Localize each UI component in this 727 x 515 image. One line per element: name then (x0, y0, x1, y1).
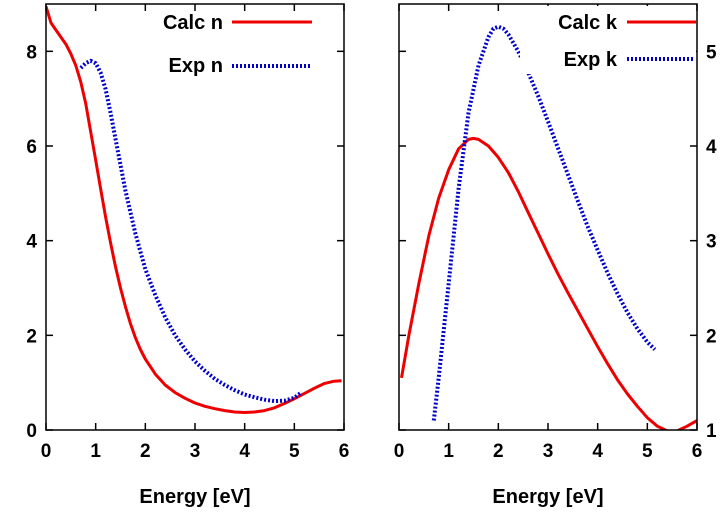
chart-k-x-tick-label: 6 (692, 441, 703, 462)
chart-k-x-tick-label: 4 (592, 441, 603, 462)
chart-k-series-calc (400, 136, 697, 430)
chart-k-y-tick-label: 1 (706, 421, 717, 442)
chart-k-y-tick-label: 2 (706, 326, 717, 347)
chart-n-legend-label-calc: Calc n (163, 12, 223, 34)
chart-k-legend-background (520, 6, 696, 74)
chart-n-x-tick-label: 4 (239, 441, 250, 462)
chart-k-x-tick-label: 0 (394, 441, 405, 462)
chart-n-x-axis-label: Energy [eV] (139, 486, 250, 508)
chart-k-y-tick-label: 5 (706, 42, 717, 63)
chart-n-series-layer (46, 5, 342, 414)
chart-k-x-tick-label: 1 (443, 441, 454, 462)
chart-k-x-tick-label: 3 (543, 441, 554, 462)
chart-n-x-tick-label: 5 (289, 441, 300, 462)
chart-n-x-tick-label: 6 (339, 441, 350, 462)
chart-k-legend-label-calc: Calc k (558, 12, 618, 34)
chart-k-x-tick-label: 5 (642, 441, 653, 462)
chart-n-x-tick-label: 2 (140, 441, 151, 462)
chart-k-y-tick-label: 4 (706, 137, 717, 158)
chart-n-y-tick-label: 4 (26, 232, 37, 253)
chart-n-legend-label-exp: Exp n (169, 55, 223, 77)
chart-n-y-tick-label: 2 (26, 326, 37, 347)
chart-k-x-tick-label: 2 (493, 441, 504, 462)
chart-n-x-tick-label: 1 (90, 441, 101, 462)
chart-k-legend: Calc k Exp k (520, 6, 696, 74)
chart-n-ticks: 0 1 2 3 4 5 6 0 2 4 6 8 (26, 4, 349, 462)
chart-k-series-exp (431, 24, 657, 421)
chart-k-series-layer (400, 24, 697, 430)
chart-n-panel: 0 1 2 3 4 5 6 0 2 4 6 8 Energy [eV] Calc n Exp n (26, 3, 349, 508)
chart-n-series-calc (46, 5, 342, 414)
chart-n-y-tick-label: 0 (26, 421, 37, 442)
chart-k-legend-label-exp: Exp k (564, 49, 618, 71)
chart-n-legend: Calc n Exp n (163, 12, 312, 77)
chart-n-x-tick-label: 3 (190, 441, 201, 462)
chart-k-x-axis-label: Energy [eV] (492, 486, 603, 508)
chart-n-y-tick-label: 8 (26, 42, 37, 63)
chart-n-x-tick-label: 0 (41, 441, 52, 462)
chart-n-series-exp (79, 58, 304, 404)
chart-k-y-tick-label: 3 (706, 232, 717, 253)
chart-n-y-tick-label: 6 (26, 137, 37, 158)
